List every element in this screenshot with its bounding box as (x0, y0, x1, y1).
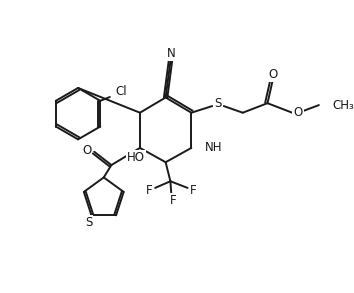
Text: CH₃: CH₃ (332, 98, 354, 112)
Text: S: S (85, 217, 92, 229)
Text: O: O (269, 68, 278, 81)
Text: O: O (82, 144, 91, 157)
Text: O: O (293, 106, 303, 119)
Text: HO: HO (127, 151, 145, 164)
Text: N: N (167, 47, 176, 60)
Text: NH: NH (205, 142, 222, 154)
Text: S: S (214, 97, 222, 110)
Text: F: F (146, 184, 153, 197)
Text: F: F (170, 194, 177, 207)
Text: Cl: Cl (115, 85, 127, 98)
Text: F: F (190, 184, 196, 197)
